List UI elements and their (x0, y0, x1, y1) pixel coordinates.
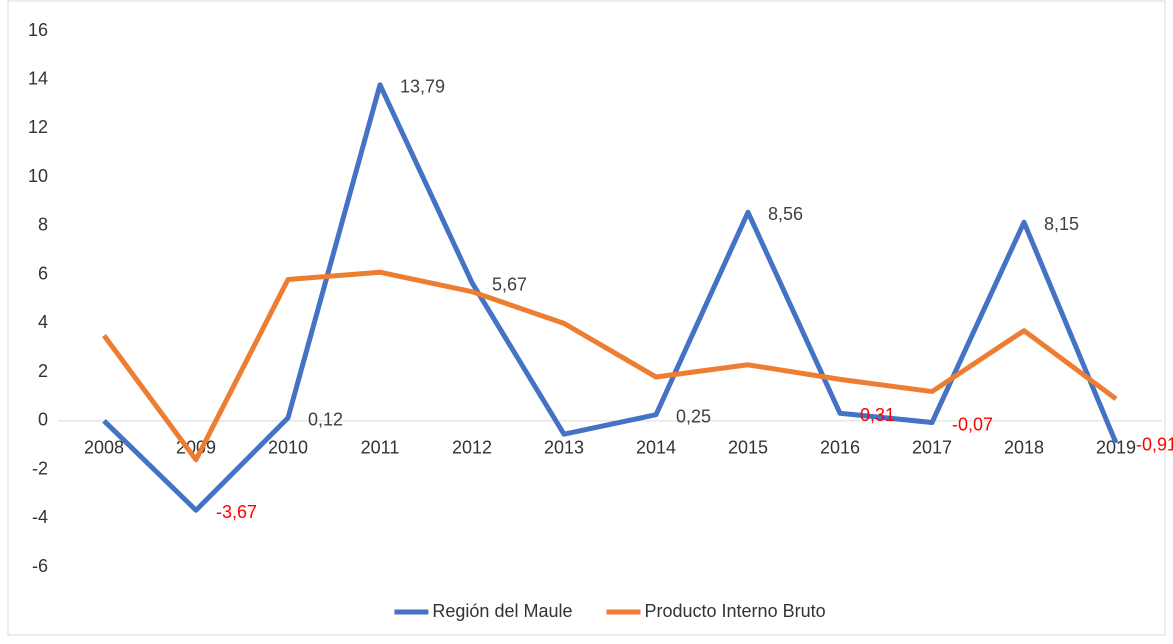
x-tick-label: 2011 (361, 438, 400, 458)
y-tick-label: 8 (38, 215, 48, 235)
series-line (102, 82, 1119, 513)
data-label: -0,07 (952, 414, 993, 434)
x-tick-label: 2012 (452, 438, 492, 458)
y-tick-label: 2 (38, 361, 48, 381)
series-line (101, 269, 1118, 463)
y-tick-label: 12 (28, 117, 48, 137)
y-tick-label: 0 (38, 410, 48, 430)
legend-label: Producto Interno Bruto (644, 601, 825, 621)
chart-frame (7, 0, 1166, 636)
data-label: 0,25 (676, 406, 711, 426)
data-label: 8,56 (768, 204, 803, 224)
data-label: 0,12 (308, 410, 343, 430)
legend: Región del Maule Producto Interno Bruto (394, 601, 826, 621)
y-tick-label: 4 (38, 312, 48, 332)
data-label: 5,67 (492, 274, 527, 294)
x-tick-label: 2019 (1096, 438, 1136, 458)
data-label: -0,91 (1136, 435, 1173, 455)
data-label: 8,15 (1044, 214, 1079, 234)
x-tick-label: 2015 (728, 438, 768, 458)
y-tick-label: 14 (28, 68, 48, 88)
y-tick-label: -2 (32, 458, 48, 478)
x-tick-label: 2017 (912, 438, 952, 458)
data-label: -3,67 (216, 502, 257, 522)
y-tick-label: 16 (28, 20, 48, 40)
x-tick-label: 2018 (1004, 438, 1044, 458)
legend-label: Región del Maule (432, 601, 572, 621)
data-label: 13,79 (400, 77, 445, 97)
data-label: 0,31 (860, 405, 895, 425)
y-tick-label: -6 (32, 556, 48, 576)
x-tick-label: 2016 (820, 438, 860, 458)
y-tick-label: -4 (32, 507, 48, 527)
x-tick-label: 2010 (268, 438, 308, 458)
y-tick-label: 6 (38, 263, 48, 283)
x-tick-label: 2013 (544, 438, 584, 458)
x-tick-label: 2014 (636, 438, 676, 458)
y-tick-label: 10 (28, 166, 48, 186)
x-tick-label: 2008 (84, 438, 124, 458)
